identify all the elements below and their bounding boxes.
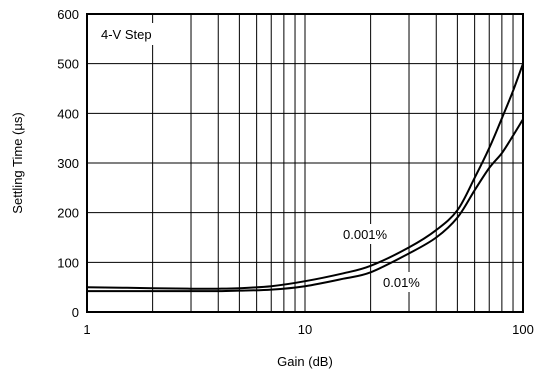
x-tick-labels: 1 10 100 bbox=[83, 322, 533, 337]
y-tick-label: 100 bbox=[57, 255, 79, 270]
y-tick-label: 300 bbox=[57, 156, 79, 171]
series-label-001: 0.01% bbox=[383, 275, 420, 290]
x-axis-label: Gain (dB) bbox=[277, 354, 333, 369]
annotation-box: 4-V Step bbox=[95, 23, 161, 45]
x-tick-label: 100 bbox=[512, 322, 534, 337]
y-tick-label: 200 bbox=[57, 206, 79, 221]
x-tick-label: 1 bbox=[83, 322, 90, 337]
annotation-4v-step: 4-V Step bbox=[101, 27, 152, 42]
y-tick-label: 0 bbox=[72, 305, 79, 320]
grid bbox=[87, 14, 523, 312]
curves bbox=[86, 63, 524, 293]
series-line-1 bbox=[87, 118, 524, 293]
plot-frame bbox=[86, 13, 524, 313]
y-tick-labels: 0 100 200 300 400 500 600 bbox=[57, 7, 79, 320]
y-axis-label: Settling Time (µs) bbox=[10, 112, 25, 213]
y-tick-label: 600 bbox=[57, 7, 79, 22]
series-line-0 bbox=[86, 63, 524, 290]
y-tick-label: 500 bbox=[57, 57, 79, 72]
series-label-group: 0.001% 0.01% bbox=[338, 224, 430, 292]
y-tick-label: 400 bbox=[57, 106, 79, 121]
x-tick-label: 10 bbox=[298, 322, 312, 337]
series-label-0001: 0.001% bbox=[343, 227, 388, 242]
